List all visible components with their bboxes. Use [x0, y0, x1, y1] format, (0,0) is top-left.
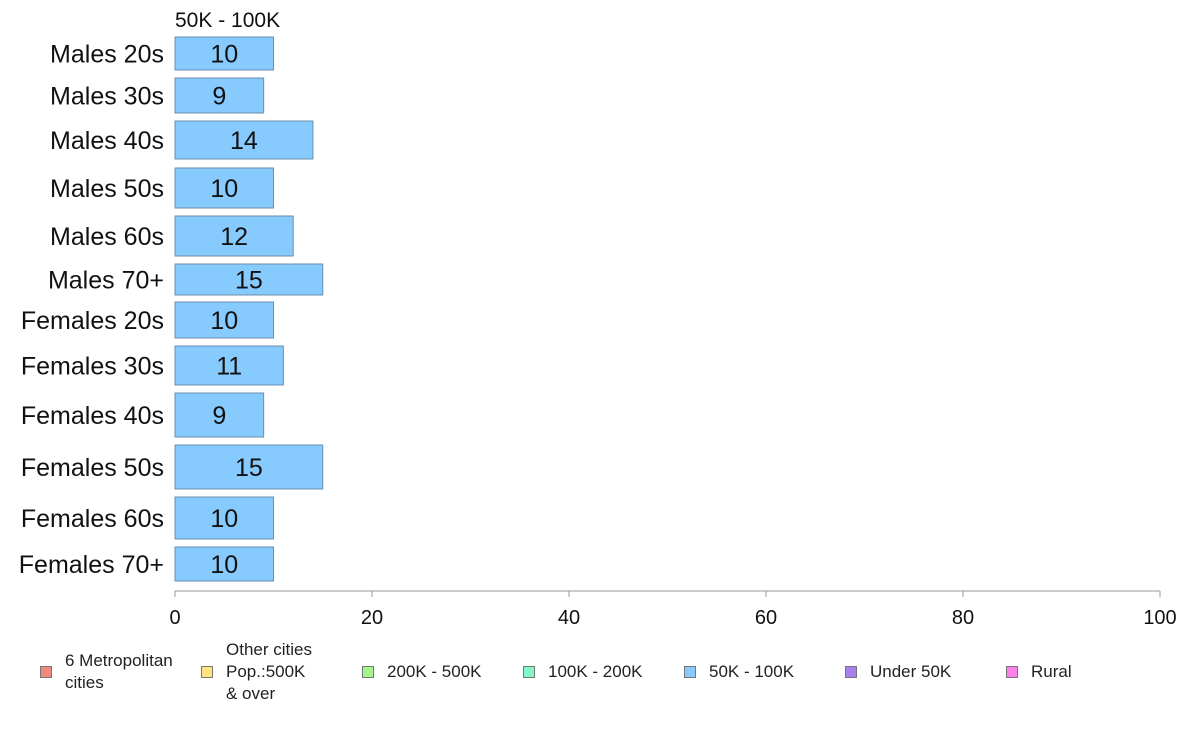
- category-label: Males 20s: [50, 41, 164, 69]
- legend-swatch: [1006, 666, 1018, 678]
- legend-item: 50K - 100K: [684, 661, 794, 683]
- category-label: Females 50s: [21, 454, 164, 482]
- bar-value-label: 9: [212, 402, 226, 430]
- legend-item: Rural: [1006, 661, 1072, 683]
- bar-value-label: 10: [210, 307, 238, 335]
- legend-item: 6 Metropolitan cities: [40, 650, 173, 694]
- legend-item: 200K - 500K: [362, 661, 482, 683]
- legend-item: 100K - 200K: [523, 661, 643, 683]
- x-tick-label: 80: [952, 607, 974, 629]
- bar: [174, 167, 274, 209]
- x-tick-label: 40: [558, 607, 580, 629]
- category-label: Females 40s: [21, 402, 164, 430]
- x-tick-label: 100: [1143, 607, 1176, 629]
- bar: [174, 444, 324, 490]
- bar-value-label: 14: [230, 127, 258, 155]
- legend-swatch: [684, 666, 696, 678]
- bar: [174, 496, 274, 540]
- legend-label: 100K - 200K: [548, 662, 643, 681]
- bar-value-label: 10: [210, 551, 238, 579]
- bar: [174, 345, 284, 386]
- bar-chart: 50K - 100K Males 20s 10 Males 30s 9 Males 40…: [19, 9, 1177, 629]
- legend-swatch: [40, 666, 52, 678]
- bar: [174, 263, 324, 296]
- bar-value-label: 15: [235, 267, 263, 295]
- legend-item: Under 50K: [845, 661, 951, 683]
- category-label: Males 70+: [48, 267, 164, 295]
- legend-label: 6 Metropolitan cities: [65, 651, 173, 692]
- bar: [174, 546, 274, 582]
- bar-value-label: 9: [212, 83, 226, 111]
- legend-label: Under 50K: [870, 662, 952, 681]
- legend-label: 50K - 100K: [709, 662, 795, 681]
- bar: [174, 215, 294, 257]
- legend-swatch: [523, 666, 535, 678]
- category-label: Males 30s: [50, 83, 164, 111]
- bar-value-label: 10: [210, 41, 238, 69]
- legend-swatch: [845, 666, 857, 678]
- legend-swatch: [201, 666, 213, 678]
- legend-item: Other cities Pop.:500K & over: [201, 639, 312, 705]
- category-label: Males 40s: [50, 127, 164, 155]
- bar-value-label: 10: [210, 175, 238, 203]
- legend-label: Rural: [1031, 662, 1072, 681]
- category-label: Females 70+: [19, 551, 164, 579]
- bar: [174, 120, 314, 160]
- bar: [174, 392, 265, 438]
- legend-label: 200K - 500K: [387, 662, 482, 681]
- category-label: Females 60s: [21, 505, 164, 533]
- category-label: Males 50s: [50, 175, 164, 203]
- bar: [174, 77, 265, 114]
- bar: [174, 301, 274, 339]
- bar-value-label: 15: [235, 454, 263, 482]
- x-tick-label: 0: [169, 607, 180, 629]
- chart-title: 50K - 100K: [175, 9, 280, 32]
- x-tick-label: 20: [361, 607, 383, 629]
- category-label: Females 20s: [21, 307, 164, 335]
- legend-label: Other cities Pop.:500K & over: [226, 640, 312, 703]
- x-tick-label: 60: [755, 607, 777, 629]
- category-label: Females 30s: [21, 353, 164, 381]
- legend: 6 Metropolitan cities Other cities Pop.:5…: [0, 640, 1188, 720]
- bar: [174, 36, 274, 71]
- category-label: Males 60s: [50, 223, 164, 251]
- bar-value-label: 10: [210, 505, 238, 533]
- bar-value-label: 11: [216, 353, 242, 381]
- legend-swatch: [362, 666, 374, 678]
- bar-value-label: 12: [220, 223, 248, 251]
